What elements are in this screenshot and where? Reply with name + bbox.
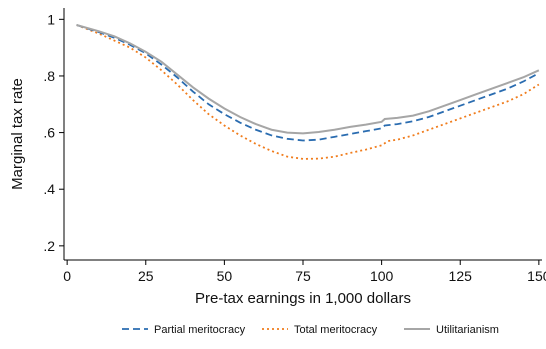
x-tick-label: 50 bbox=[217, 268, 233, 284]
x-axis-title: Pre-tax earnings in 1,000 dollars bbox=[195, 290, 411, 307]
series-line-total-meritocracy bbox=[76, 24, 540, 160]
x-tick-label: 100 bbox=[370, 268, 394, 284]
y-tick-label: .4 bbox=[43, 181, 55, 197]
y-tick-label: .2 bbox=[43, 238, 55, 254]
y-tick-label: 1 bbox=[47, 11, 55, 27]
y-tick-label: .6 bbox=[43, 125, 55, 141]
axes: .2 .4 .6 .8 1 0 25 50 75 100 125 150 bbox=[43, 8, 546, 284]
legend-label: Utilitarianism bbox=[436, 324, 499, 336]
x-tick-label: 125 bbox=[449, 268, 473, 284]
series-line-utilitarianism bbox=[76, 24, 540, 135]
y-tick-label: .8 bbox=[43, 68, 55, 84]
x-tick-label: 150 bbox=[527, 268, 546, 284]
legend-label: Total meritocracy bbox=[294, 324, 378, 336]
x-tick-label: 25 bbox=[138, 268, 154, 284]
legend-label: Partial meritocracy bbox=[154, 324, 246, 336]
x-tick-label: 0 bbox=[63, 268, 71, 284]
x-tick-label: 75 bbox=[295, 268, 311, 284]
y-axis-title: Marginal tax rate bbox=[9, 78, 26, 190]
series-layer bbox=[76, 24, 540, 160]
legend: Partial meritocracy Total meritocracy Util… bbox=[122, 324, 499, 336]
series-line-partial-meritocracy bbox=[76, 24, 540, 142]
